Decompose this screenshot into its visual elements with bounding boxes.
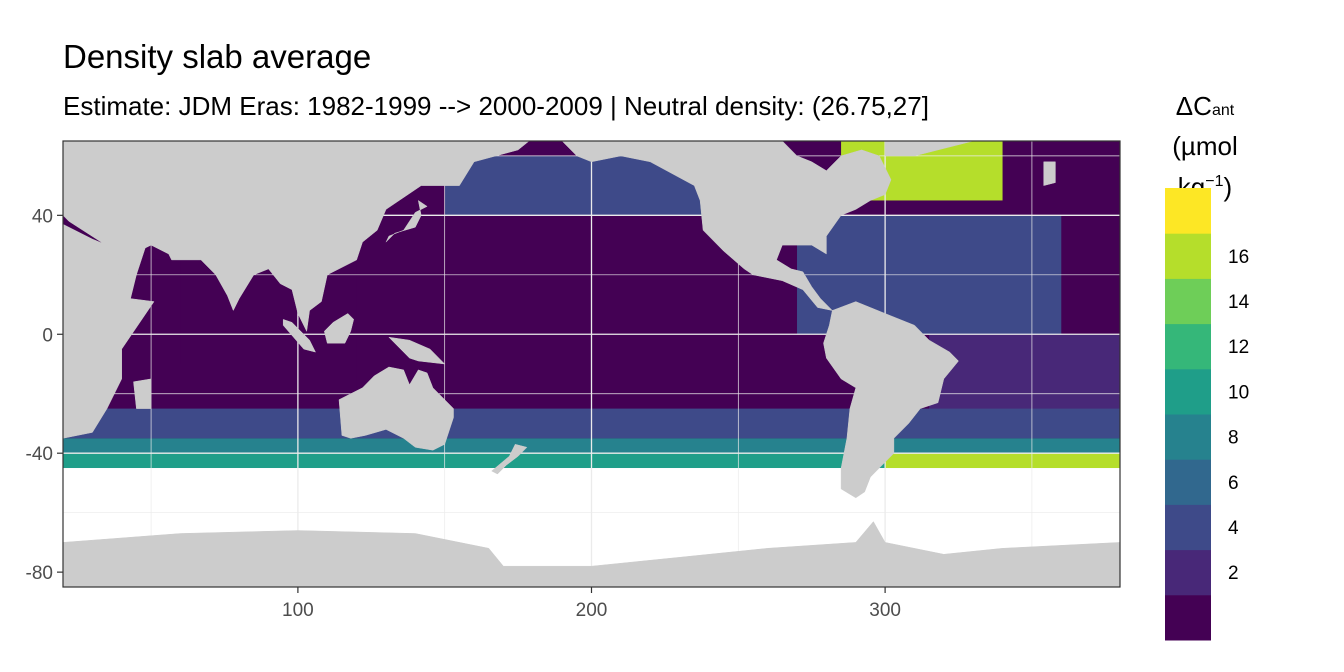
y-tick: -80 bbox=[26, 563, 63, 584]
land-greenland bbox=[884, 141, 974, 157]
legend-label: 2 bbox=[1228, 563, 1239, 584]
legend-label: 10 bbox=[1228, 382, 1249, 403]
legend-swatch bbox=[1165, 459, 1211, 505]
legend-swatch bbox=[1165, 594, 1211, 641]
y-tick: -40 bbox=[26, 444, 63, 465]
land-madagascar bbox=[133, 378, 152, 409]
legend-swatch bbox=[1165, 188, 1211, 234]
x-tick-label: 200 bbox=[576, 600, 608, 621]
land-australia bbox=[338, 366, 454, 451]
land-new-guinea bbox=[388, 336, 446, 365]
legend-label: 14 bbox=[1228, 292, 1250, 313]
legend-swatch bbox=[1165, 414, 1211, 460]
land-sumatra bbox=[282, 319, 316, 353]
field-band bbox=[885, 453, 1120, 469]
land-new-zealand bbox=[491, 444, 528, 475]
legend-unit-suffix: ) bbox=[1223, 171, 1233, 202]
legend-colorbar: 2 4 6 8 10 12 14 16 bbox=[1165, 188, 1250, 641]
chart-title: Density slab average bbox=[63, 38, 372, 75]
x-tick-label: 100 bbox=[282, 600, 314, 621]
y-tick-label: -80 bbox=[26, 563, 53, 584]
land-antarctica bbox=[63, 521, 1120, 587]
legend-swatch bbox=[1165, 368, 1211, 415]
legend-unit-sup: −1 bbox=[1205, 172, 1224, 190]
land-masses bbox=[63, 141, 1120, 587]
land-borneo bbox=[324, 313, 354, 344]
legend-swatch bbox=[1165, 323, 1211, 370]
y-tick-label: 0 bbox=[42, 325, 53, 346]
y-tick: 40 bbox=[32, 206, 63, 227]
x-tick: 300 bbox=[869, 587, 901, 621]
x-tick-label: 300 bbox=[869, 600, 901, 621]
legend-swatch bbox=[1165, 233, 1211, 279]
map-panel bbox=[63, 141, 1120, 587]
legend-swatch bbox=[1165, 549, 1211, 596]
x-axis: 100 200 300 bbox=[282, 587, 901, 621]
x-tick: 200 bbox=[576, 587, 608, 621]
y-tick-label: 40 bbox=[32, 206, 53, 227]
x-tick: 100 bbox=[282, 587, 314, 621]
land-europe-asia bbox=[63, 141, 534, 333]
legend-label: 12 bbox=[1228, 337, 1249, 358]
legend-title-sub: ant bbox=[1211, 102, 1235, 119]
y-tick-label: -40 bbox=[26, 444, 53, 465]
legend-label: 8 bbox=[1228, 428, 1239, 449]
y-axis: 40 0 -40 -80 bbox=[26, 206, 63, 584]
land-japan bbox=[385, 199, 428, 243]
legend-swatch bbox=[1165, 278, 1211, 325]
chart-subtitle: Estimate: JDM Eras: 1982-1999 --> 2000-2… bbox=[63, 91, 929, 121]
land-north-america bbox=[561, 141, 892, 311]
legend-title-main: ΔC bbox=[1175, 91, 1212, 121]
legend-label: 6 bbox=[1228, 473, 1239, 494]
land-british-isles bbox=[1043, 161, 1056, 186]
legend-label: 16 bbox=[1228, 247, 1249, 268]
legend-swatch bbox=[1165, 504, 1211, 551]
y-tick: 0 bbox=[42, 325, 63, 346]
legend-label: 4 bbox=[1228, 518, 1239, 539]
land-south-america bbox=[823, 301, 959, 499]
